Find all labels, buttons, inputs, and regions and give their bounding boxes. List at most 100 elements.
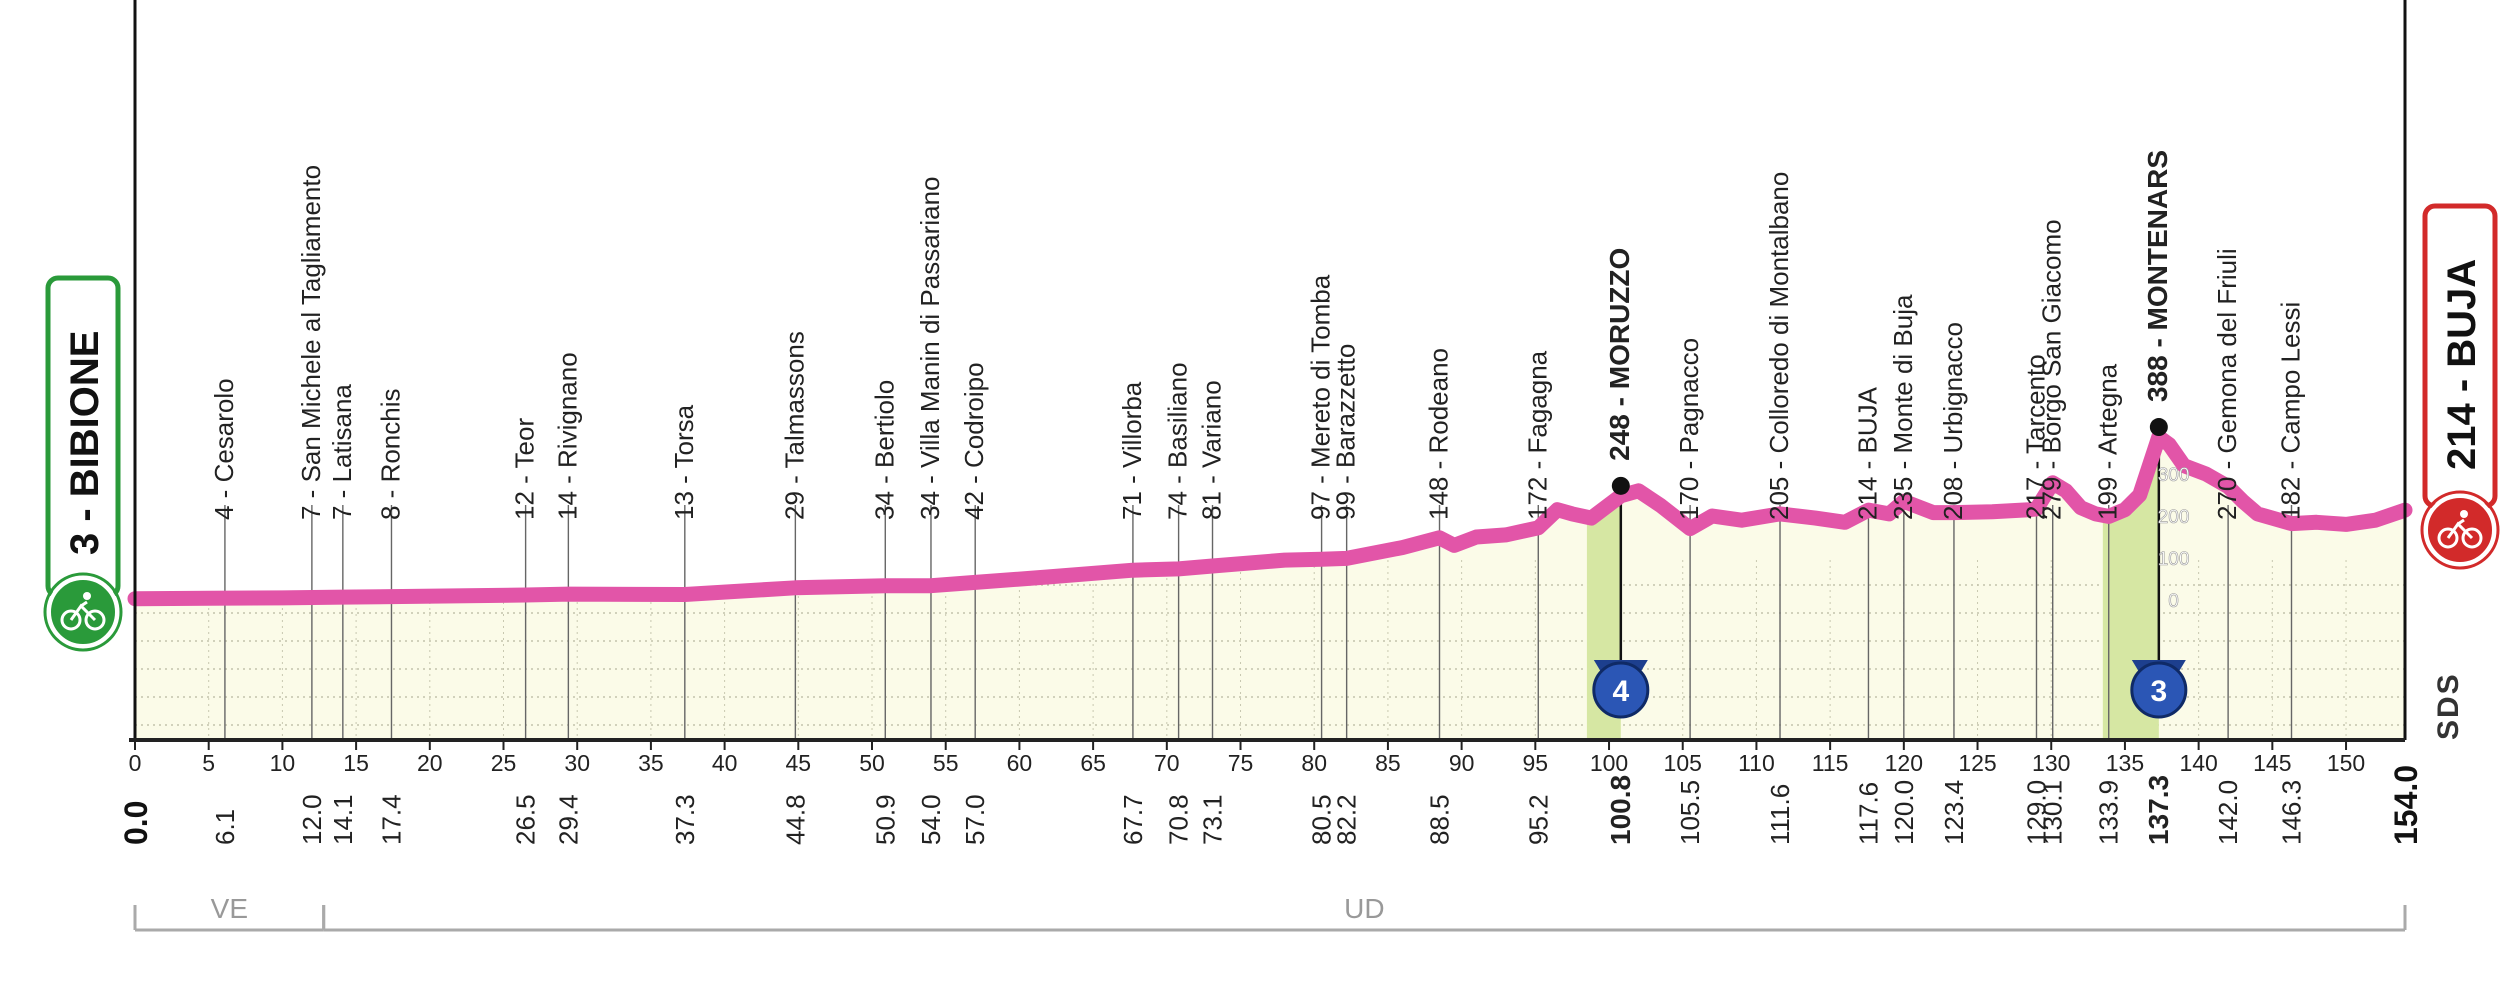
finish-badge-ring (2420, 490, 2500, 570)
waypoint-distance: 57.0 (960, 794, 990, 845)
climb-category-badge: 3 (2130, 660, 2188, 719)
start-badge: 3 - BIBIONE (43, 275, 123, 652)
x-axis-tick-label: 95 (1523, 750, 1549, 776)
waypoint-distance: 105.5 (1675, 780, 1705, 845)
waypoint-label: 172 - Fagagna (1522, 350, 1552, 520)
x-axis-tick-label: 100 (1590, 750, 1628, 776)
waypoint-label: 235 - Monte di Buja (1888, 294, 1918, 520)
waypoint-distance: 12.0 (297, 794, 327, 845)
waypoint-distance: 17.4 (376, 794, 406, 845)
waypoint-label: 13 - Torsa (669, 404, 699, 520)
waypoint-label: 217 - Tarcento (2020, 354, 2050, 520)
badge-category-text: 3 (2150, 675, 2167, 708)
start-badge-circle (47, 576, 119, 648)
waypoint-label: 170 - Pagnacco (1674, 338, 1704, 520)
profile-area-fill (135, 437, 2405, 740)
x-axis-tick-label: 75 (1228, 750, 1254, 776)
elevation-scale-label: 300 (2158, 465, 2190, 486)
cyclist-body (69, 600, 97, 622)
waypoint-distance: 111.6 (1765, 784, 1795, 845)
cyclist-body (2446, 518, 2474, 540)
summit-dot (2149, 418, 2168, 437)
waypoint-label: 97 - Mereto di Tomba (1306, 274, 1336, 520)
x-axis-tick-label: 80 (1301, 750, 1327, 776)
x-axis-tick-label: 0 (129, 750, 142, 776)
waypoint-distance: 133.9 (2094, 780, 2124, 845)
waypoint-distance: 95.2 (1523, 794, 1553, 845)
x-axis-tick-label: 65 (1080, 750, 1106, 776)
waypoint-label: 74 - Basiliano (1163, 362, 1193, 520)
x-axis-tick-label: 150 (2327, 750, 2365, 776)
waypoint-distance: 129.0 (2021, 780, 2051, 845)
waypoint-label: 42 - Codroipo (959, 362, 989, 520)
waypoint-distance: 6.1 (210, 809, 240, 845)
x-axis-tick-label: 10 (270, 750, 296, 776)
x-axis-tick-label: 30 (564, 750, 590, 776)
badge-circle (1592, 661, 1650, 719)
summit-dot (1611, 476, 1630, 495)
x-axis-tick-label: 70 (1154, 750, 1180, 776)
waypoint-distance: 26.5 (511, 794, 541, 845)
x-axis-tick-label: 20 (417, 750, 443, 776)
waypoint-label: 205 - Colloredo di Montalbano (1764, 172, 1794, 520)
waypoint-label: 99 - Barazzetto (1331, 344, 1361, 520)
x-axis-tick-label: 60 (1007, 750, 1033, 776)
profile-line (127, 429, 2413, 607)
elevation-scale-label: 200 (2158, 507, 2190, 528)
finish-badge: 214 - BUJA (2420, 203, 2500, 570)
x-axis-tick-label: 125 (1958, 750, 1996, 776)
cyclist-wheel-back (2437, 527, 2459, 549)
sds-logo-text: SDS (2432, 672, 2465, 740)
waypoint-distance: 73.1 (1198, 794, 1228, 845)
waypoint-distance: 123.4 (1939, 780, 1969, 845)
waypoint-distance: 137.3 (2143, 775, 2174, 845)
cyclist-icon (60, 592, 106, 631)
waypoint-distance: 88.5 (1425, 794, 1455, 845)
waypoint-distance: 100.8 (1605, 775, 1636, 845)
cyclist-head (83, 592, 91, 600)
waypoint-distance: 67.7 (1118, 794, 1148, 845)
climb-summit-label: 388 - MONTENARS (2142, 150, 2173, 402)
waypoint-distance: 70.8 (1164, 794, 1194, 845)
x-axis-tick-label: 35 (638, 750, 664, 776)
x-axis-tick-label: 15 (343, 750, 369, 776)
elevation-scale-label: 0 (2168, 591, 2179, 612)
start-badge-ring (43, 572, 123, 652)
waypoint-distance: 146.3 (2277, 780, 2307, 845)
waypoint-label: 81 - Variano (1197, 380, 1227, 520)
climb-summit-label: 248 - MORUZZO (1604, 248, 1635, 461)
cyclist-head (2460, 510, 2468, 518)
waypoint-label: 71 - Villorba (1117, 381, 1147, 520)
cyclist-wheel-front (84, 609, 106, 631)
x-axis-tick-label: 45 (786, 750, 812, 776)
x-axis-tick-label: 5 (202, 750, 215, 776)
start-distance: 0.0 (118, 801, 154, 845)
x-axis-tick-label: 145 (2253, 750, 2291, 776)
waypoint-label: 7 - San Michele al Tagliamento (296, 165, 326, 520)
region-label: VE (211, 893, 248, 924)
waypoint-distance: 14.1 (328, 794, 358, 845)
x-axis-tick-label: 105 (1664, 750, 1702, 776)
waypoint-distance: 54.0 (916, 794, 946, 845)
region-label: UD (1344, 893, 1384, 924)
cyclist-icon (2437, 510, 2483, 549)
waypoint-distance: 80.5 (1307, 794, 1337, 845)
waypoint-label: 29 - Talmassons (779, 331, 809, 520)
waypoint-label: 182 - Campo Lessi (2276, 302, 2306, 520)
x-axis-tick-label: 110 (1738, 750, 1775, 776)
waypoint-label: 4 - Cesarolo (209, 378, 239, 520)
waypoint-distance: 130.1 (2038, 780, 2068, 845)
waypoint-label: 199 - Artegna (2093, 363, 2123, 520)
waypoint-distance: 37.3 (670, 794, 700, 845)
x-axis-tick-label: 135 (2106, 750, 2144, 776)
finish-town-label: 214 - BUJA (2440, 259, 2484, 470)
x-axis-tick-label: 115 (1812, 750, 1849, 776)
waypoint-distance: 120.0 (1889, 780, 1919, 845)
waypoint-label: 214 - BUJA (1852, 386, 1882, 520)
waypoint-distance: 117.6 (1853, 782, 1883, 845)
badge-category-text: 4 (1612, 675, 1629, 708)
waypoint-distance: 50.9 (870, 794, 900, 845)
x-axis-tick-label: 40 (712, 750, 738, 776)
waypoint-label: 34 - Villa Manin di Passariano (915, 177, 945, 520)
x-axis-tick-label: 50 (859, 750, 885, 776)
